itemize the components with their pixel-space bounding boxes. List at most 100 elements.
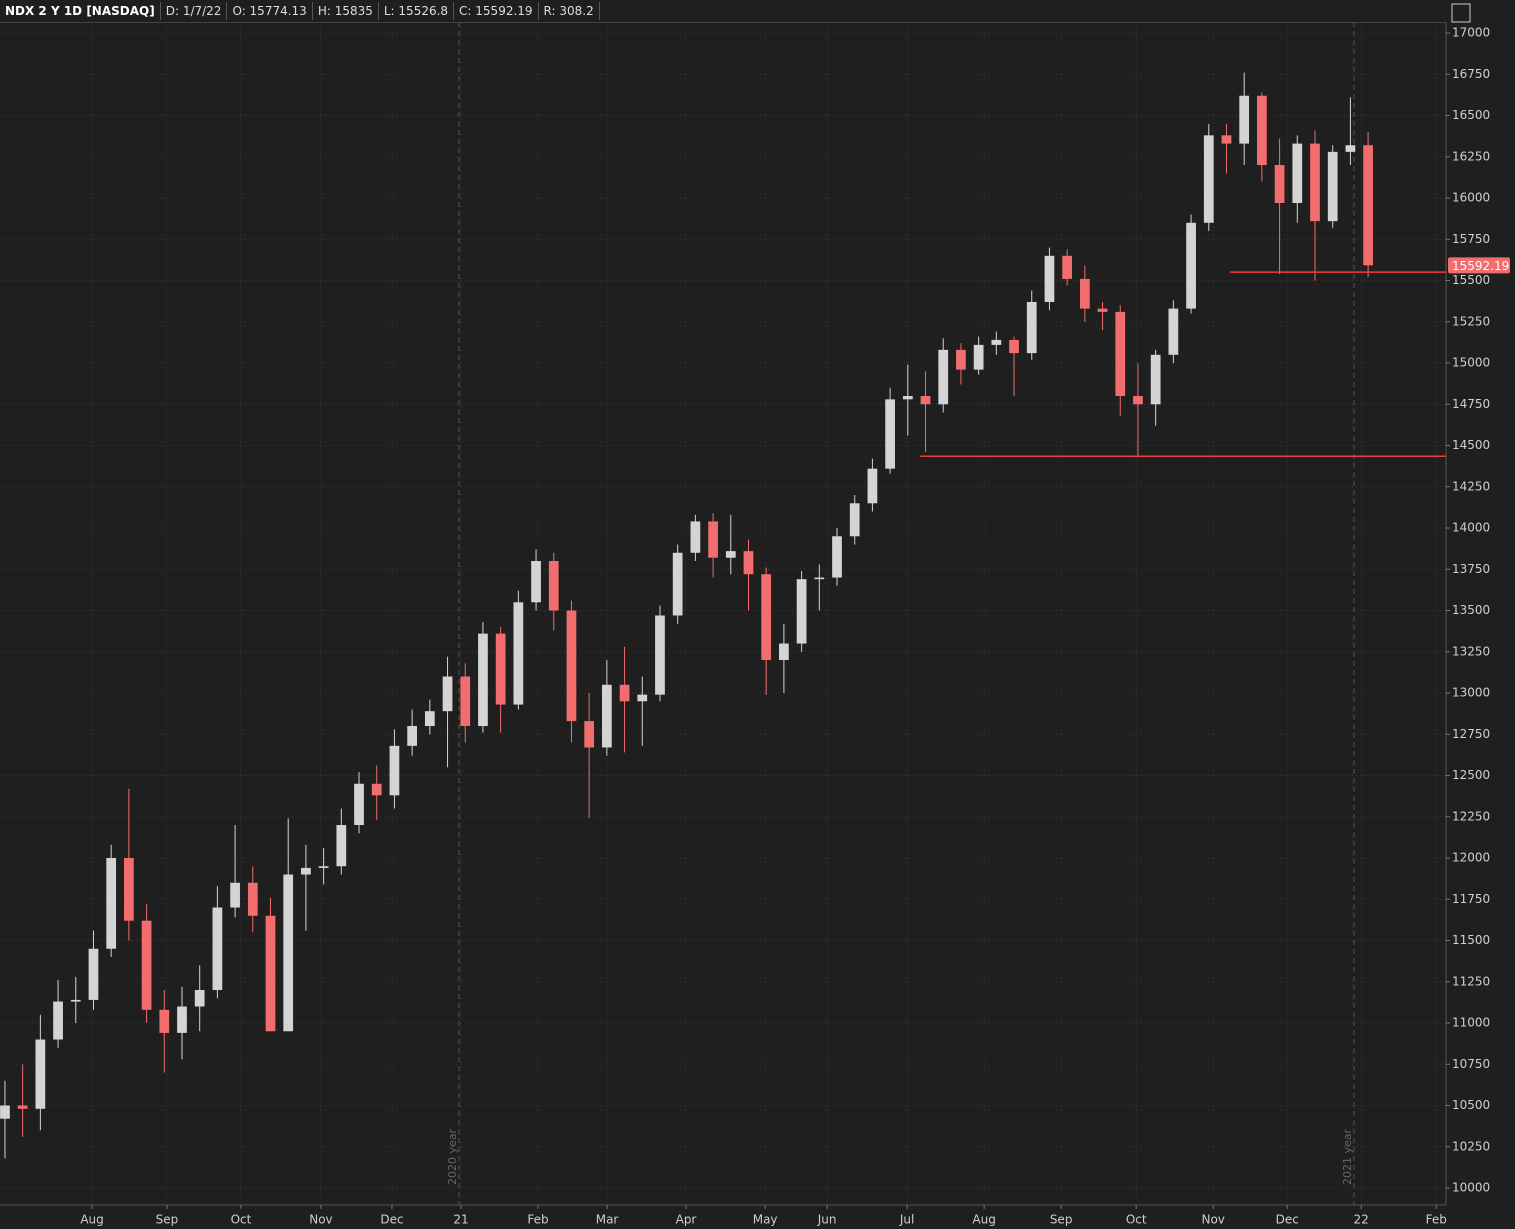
y-tick-label: 13250 xyxy=(1452,644,1490,658)
candle-body xyxy=(17,1105,28,1109)
x-tick-label: May xyxy=(753,1213,778,1227)
candle-body xyxy=(1044,255,1055,302)
y-tick-label: 12250 xyxy=(1452,809,1490,823)
candle-body xyxy=(212,907,223,991)
candle-body xyxy=(920,396,931,405)
y-tick-label: 15000 xyxy=(1452,356,1490,370)
candle-body xyxy=(336,825,347,867)
x-tick-label: Feb xyxy=(1426,1213,1447,1227)
candle-body xyxy=(1363,145,1373,266)
date: D: 1/7/22 xyxy=(161,2,228,20)
y-tick-label: 15500 xyxy=(1452,273,1490,287)
candle-body xyxy=(1186,222,1196,309)
y-tick-label: 10000 xyxy=(1452,1181,1490,1195)
candle-body xyxy=(0,1105,10,1119)
candle-body xyxy=(1168,308,1179,355)
candle-body xyxy=(460,676,471,727)
last-price-label: 15592.19 xyxy=(1452,259,1509,273)
candle-body xyxy=(177,1006,187,1033)
candle-body xyxy=(1292,143,1303,203)
candle-body xyxy=(424,711,435,727)
y-tick-label: 10500 xyxy=(1452,1098,1490,1112)
candle-body xyxy=(1274,165,1285,203)
candle-body xyxy=(354,783,364,826)
y-tick-label: 14250 xyxy=(1452,479,1490,493)
symbol[interactable]: NDX 2 Y 1D [NASDAQ] xyxy=(0,2,161,20)
candle-body xyxy=(867,468,878,504)
candle-body xyxy=(141,920,152,1010)
high: H: 15835 xyxy=(313,2,379,20)
header: NDX 2 Y 1D [NASDAQ] D: 1/7/22 O: 15774.1… xyxy=(0,0,1446,23)
x-tick-label: Jun xyxy=(817,1213,837,1227)
candle-body xyxy=(247,882,258,916)
x-tick-label: Nov xyxy=(309,1213,332,1227)
candle-body xyxy=(301,867,311,875)
x-tick-label: Nov xyxy=(1201,1213,1224,1227)
candle-body xyxy=(106,858,117,949)
x-tick-label: Apr xyxy=(676,1213,697,1227)
x-tick-label: Aug xyxy=(80,1213,103,1227)
candle-body xyxy=(1310,143,1320,222)
range: R: 308.2 xyxy=(539,2,600,20)
candle-body xyxy=(902,396,913,400)
candle-body xyxy=(796,579,807,644)
candle-body xyxy=(1203,135,1214,223)
candle-body xyxy=(619,684,630,702)
candle-body xyxy=(513,602,524,705)
candle-body xyxy=(478,633,488,727)
candle-body xyxy=(1097,308,1108,312)
candle-body xyxy=(53,1001,63,1040)
candle-body xyxy=(601,684,612,748)
candle-body xyxy=(70,999,81,1002)
candle-body xyxy=(814,577,825,580)
candle-body xyxy=(991,339,1002,345)
candle-body xyxy=(124,858,134,921)
x-tick-label: Aug xyxy=(972,1213,995,1227)
y-tick-label: 11250 xyxy=(1452,974,1490,988)
y-tick-label: 16000 xyxy=(1452,191,1490,205)
y-tick-label: 12500 xyxy=(1452,768,1490,782)
last-price-box xyxy=(1448,257,1510,274)
x-tick-label: Feb xyxy=(527,1213,548,1227)
candle-body xyxy=(672,552,683,616)
candle-body xyxy=(584,721,595,748)
candle-body xyxy=(725,551,736,558)
candle-body xyxy=(531,561,541,603)
y-tick-label: 12750 xyxy=(1452,727,1490,741)
candle-body xyxy=(1150,354,1161,405)
candle-body xyxy=(159,1009,170,1033)
close: C: 15592.19 xyxy=(454,2,539,20)
y-tick-label: 11750 xyxy=(1452,892,1490,906)
candle-body xyxy=(832,536,842,578)
y-tick-label: 13750 xyxy=(1452,562,1490,576)
x-tick-label: Sep xyxy=(1050,1213,1073,1227)
candle-body xyxy=(230,882,240,908)
candle-body xyxy=(194,990,205,1007)
y-tick-label: 13000 xyxy=(1452,686,1490,700)
candle-body xyxy=(566,610,577,722)
candle-body xyxy=(265,915,276,1032)
y-tick-label: 16250 xyxy=(1452,149,1490,163)
x-tick-label: Oct xyxy=(1126,1213,1147,1227)
candle-body xyxy=(548,561,559,611)
candle-body xyxy=(88,948,99,1000)
y-tick-label: 15750 xyxy=(1452,232,1490,246)
candle-body xyxy=(761,574,772,661)
candle-body xyxy=(779,643,789,661)
candle-body xyxy=(690,521,701,553)
y-tick-label: 14000 xyxy=(1452,521,1490,535)
x-tick-label: Jul xyxy=(899,1213,914,1227)
candle-body xyxy=(885,399,895,469)
y-tick-label: 11500 xyxy=(1452,933,1490,947)
x-tick-label: Sep xyxy=(156,1213,179,1227)
candle-body xyxy=(495,633,506,705)
x-tick-label: 22 xyxy=(1354,1213,1369,1227)
candle-body xyxy=(318,866,329,868)
chart-tool-icon[interactable] xyxy=(1451,3,1471,23)
y-tick-label: 12000 xyxy=(1452,851,1490,865)
candle-body xyxy=(1009,339,1019,354)
x-tick-label: Oct xyxy=(231,1213,252,1227)
candle-body xyxy=(743,551,754,575)
candle-body xyxy=(956,349,966,370)
